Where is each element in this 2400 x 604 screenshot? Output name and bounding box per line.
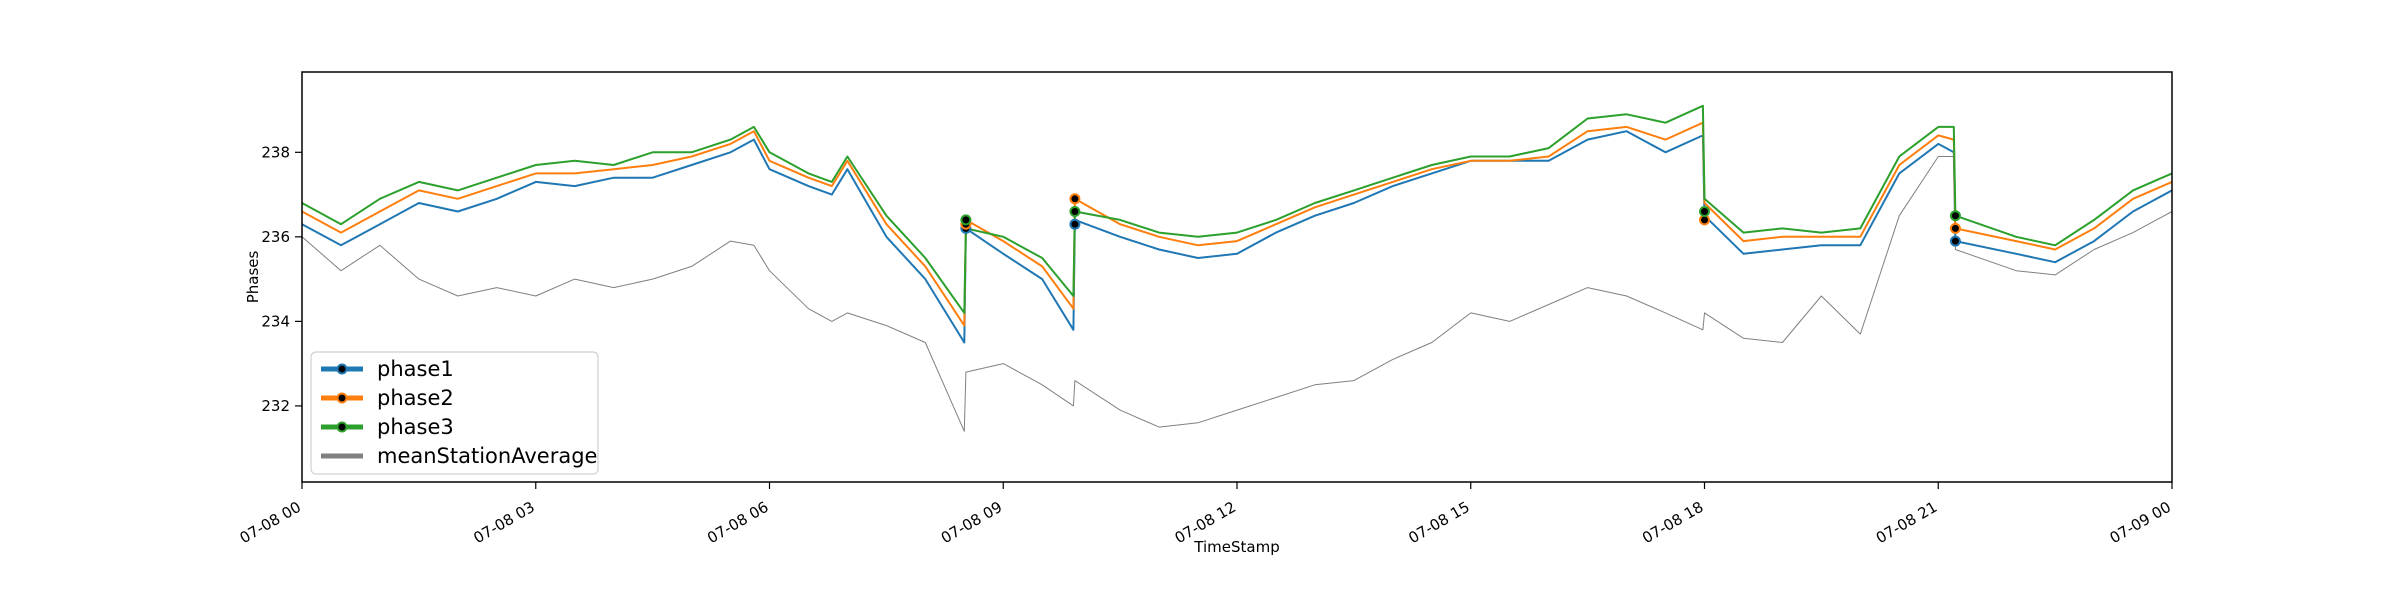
legend-marker-phase2	[336, 392, 348, 404]
y-tick-label: 232	[261, 397, 290, 415]
series-layer	[301, 104, 2173, 432]
series-line-meanStationAverage	[301, 156, 2173, 432]
legend-label-meanStationAverage: meanStationAverage	[377, 444, 597, 468]
marker-point-phase3	[1949, 210, 1961, 222]
marker-point-phase1	[1949, 235, 1961, 247]
x-tick-label: 07-08 03	[470, 498, 537, 547]
x-tick-label: 07-09 00	[2107, 498, 2174, 547]
marker-layer	[960, 193, 1961, 247]
series-line-phase2	[301, 121, 2173, 327]
legend-marker-phase3	[336, 421, 348, 433]
legend-label-phase1: phase1	[377, 357, 454, 381]
y-tick-label: 234	[261, 312, 290, 330]
legend-marker-phase1	[336, 363, 348, 375]
marker-point-phase1	[1069, 218, 1081, 230]
marker-point-phase3	[1069, 206, 1081, 217]
legend-label-phase2: phase2	[377, 386, 454, 410]
series-line-phase1	[301, 130, 2173, 344]
x-tick-label: 07-08 18	[1639, 498, 1706, 547]
marker-point-phase3	[1699, 206, 1710, 217]
x-axis-label: TimeStamp	[1193, 538, 1279, 556]
legend-label-phase3: phase3	[377, 415, 454, 439]
legend: phase1 phase2 phase3 meanStationAverage	[310, 351, 599, 475]
x-tick-label: 07-08 09	[938, 498, 1005, 547]
x-tick-label: 07-08 06	[704, 498, 771, 547]
legend-box	[310, 351, 599, 475]
series-line-phase3	[301, 104, 2173, 314]
y-tick-label: 236	[261, 228, 290, 246]
x-tick-label: 07-08 15	[1405, 498, 1472, 547]
x-tick-label: 07-08 00	[237, 498, 304, 547]
marker-point-phase2	[1069, 193, 1081, 205]
marker-point-phase3	[960, 214, 972, 226]
x-tick-label: 07-08 21	[1873, 498, 1940, 547]
y-axis-ticks: 232 234 236 238	[261, 143, 302, 415]
y-axis-label: Phases	[244, 251, 262, 304]
y-tick-label: 238	[261, 143, 290, 161]
marker-point-phase2	[1949, 222, 1961, 234]
